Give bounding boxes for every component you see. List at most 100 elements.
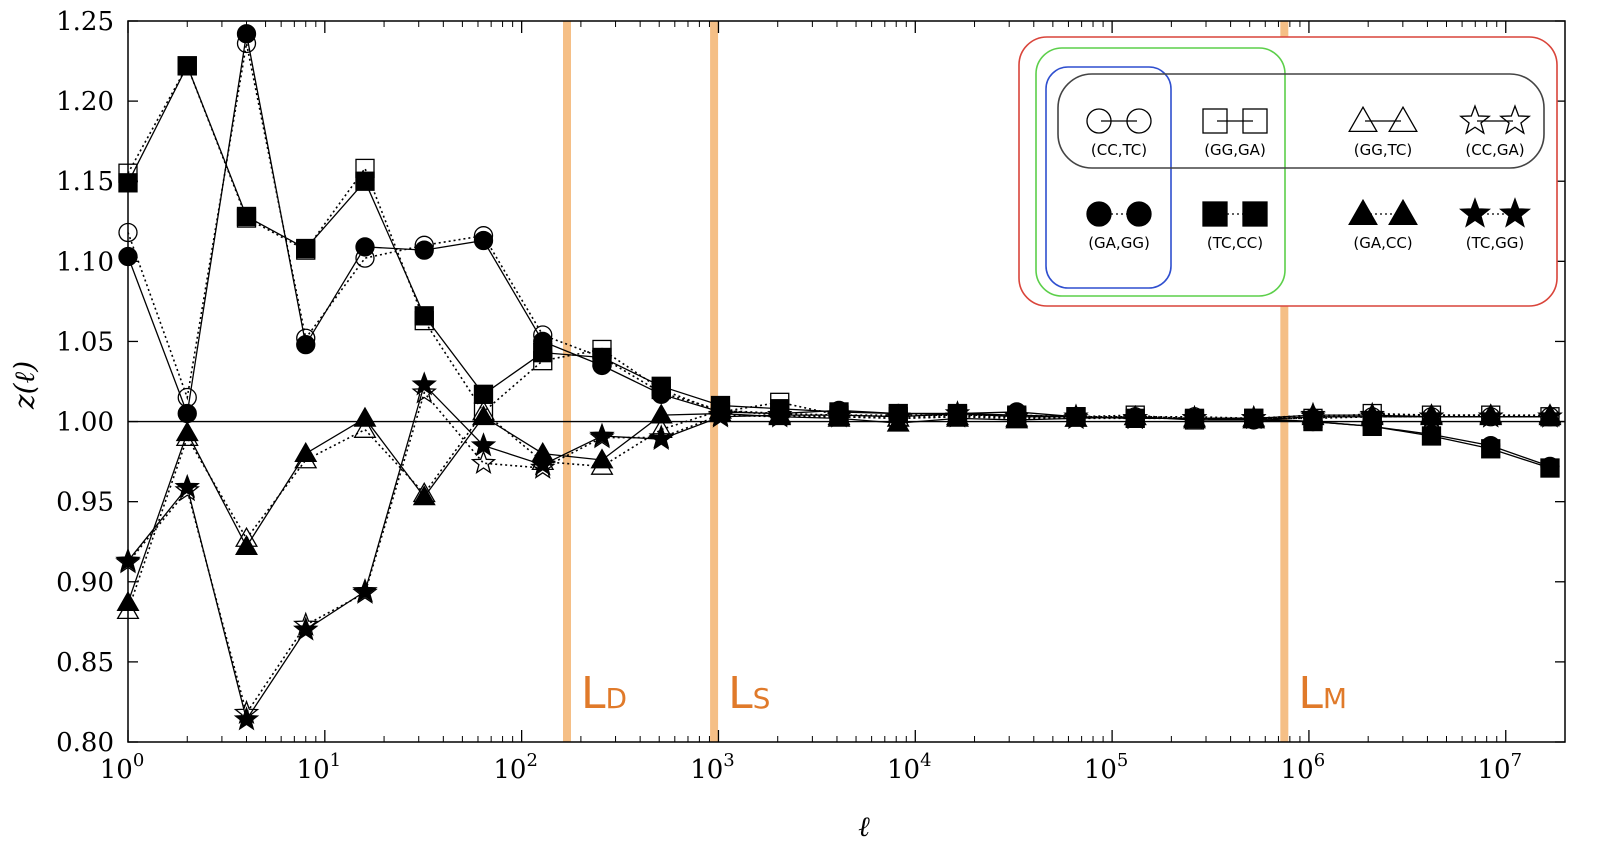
- data-point: [294, 441, 318, 463]
- x-axis-title: ℓ: [858, 810, 870, 843]
- legend-marker: [1348, 198, 1378, 226]
- data-point: [411, 379, 437, 404]
- y-tick-label: 1.05: [56, 327, 114, 357]
- data-point: [1181, 404, 1208, 430]
- series-line: [127, 383, 1550, 722]
- vertical-line-label-s: LS: [728, 668, 770, 719]
- legend: (CC,TC) (GG,GA) (GG,TC) (CC,GA) (GA,GG) (TC,C…: [1018, 36, 1558, 307]
- x-tick-label: 107: [1477, 750, 1522, 785]
- ticks: 0.80 0.85 0.90 0.95 1.00 1.05 1.10 1.15 1.20 1.25…: [56, 7, 1566, 785]
- series-ggtc: [116, 398, 1562, 620]
- legend-entry-ccga: (CC,GA): [1458, 104, 1532, 159]
- data-point: [355, 237, 375, 257]
- data-point: [296, 238, 316, 259]
- data-point: [353, 406, 377, 427]
- series-line: [127, 412, 1550, 603]
- legend-marker: [1086, 201, 1112, 227]
- data-point: [235, 534, 258, 555]
- legend-marker: [1498, 104, 1532, 135]
- x-tick-label: 100: [100, 750, 145, 785]
- legend-entry-tccc: (TC,CC): [1202, 201, 1268, 252]
- vertical-lines: LD LS LM: [563, 21, 1347, 742]
- data-point: [648, 425, 674, 450]
- data-point: [651, 376, 671, 396]
- data-point: [1537, 403, 1563, 428]
- data-point: [174, 473, 200, 499]
- legend-inner-column-box: [1045, 66, 1172, 289]
- legend-middle-box: [1035, 47, 1286, 297]
- legend-marker: [1498, 197, 1532, 228]
- x-tick-label: 101: [297, 750, 342, 785]
- data-point: [649, 403, 673, 424]
- legend-marker: [1126, 108, 1152, 134]
- legend-label: (CC,GA): [1465, 141, 1524, 159]
- data-point: [353, 417, 377, 438]
- data-point: [1359, 401, 1385, 426]
- data-point: [296, 334, 316, 355]
- data-point: [1418, 403, 1445, 428]
- data-point: [355, 171, 375, 191]
- legend-label: (TC,CC): [1207, 234, 1263, 252]
- data-point: [592, 347, 612, 368]
- data-point: [411, 371, 437, 396]
- legend-label: (GA,CC): [1353, 234, 1412, 252]
- series-line: [127, 409, 1550, 611]
- legend-entry-ggga: (GG,GA): [1202, 108, 1268, 159]
- y-tick-label: 1.20: [56, 87, 114, 117]
- series-ccga: [115, 379, 1563, 724]
- legend-marker: [1202, 108, 1228, 134]
- x-tick-label: 103: [690, 750, 735, 785]
- y-axis-title: z(ℓ): [8, 361, 41, 410]
- data-point: [533, 343, 553, 363]
- legend-label: (GA,GG): [1088, 234, 1150, 252]
- data-point: [1481, 439, 1501, 459]
- legend-marker: [1126, 201, 1152, 227]
- y-tick-label: 0.90: [56, 568, 114, 598]
- legend-marker: [1458, 104, 1492, 135]
- data-point: [236, 206, 257, 227]
- data-point: [767, 401, 793, 426]
- data-point: [470, 449, 497, 475]
- data-point: [885, 403, 911, 428]
- legend-marker: [1388, 198, 1418, 226]
- data-point: [707, 403, 734, 428]
- data-point: [472, 405, 495, 426]
- data-point: [826, 401, 852, 426]
- y-tick-label: 1.15: [56, 167, 114, 197]
- legend-marker: [1086, 108, 1112, 134]
- data-point: [944, 403, 971, 428]
- data-point: [233, 706, 260, 731]
- series-tcgg: [115, 371, 1563, 731]
- y-tick-label: 1.10: [56, 247, 114, 277]
- legend-marker: [1458, 197, 1492, 228]
- data-point: [174, 477, 200, 502]
- y-tick-label: 0.85: [56, 648, 114, 678]
- legend-label: (TC,GG): [1466, 234, 1524, 252]
- legend-marker: [1388, 105, 1418, 133]
- data-point: [470, 432, 497, 457]
- data-point: [177, 403, 197, 424]
- data-point: [412, 485, 436, 506]
- legend-label: (GG,GA): [1204, 141, 1266, 159]
- data-point: [1300, 401, 1326, 426]
- y-tick-label: 0.80: [56, 728, 114, 758]
- data-point: [177, 56, 197, 76]
- data-point: [1478, 403, 1504, 428]
- data-point: [530, 454, 556, 479]
- y-tick-label: 0.95: [56, 488, 114, 518]
- legend-marker: [1242, 201, 1268, 227]
- legend-entry-gagg: (GA,GG): [1086, 201, 1152, 252]
- data-point: [590, 448, 614, 469]
- legend-entry-gacc: (GA,CC): [1348, 198, 1418, 252]
- data-point: [1540, 458, 1560, 478]
- legend-label: (CC,TC): [1091, 141, 1147, 159]
- data-point: [944, 400, 971, 425]
- y-tick-label: 1.00: [56, 408, 114, 438]
- series-group: [115, 24, 1563, 731]
- x-tick-label: 104: [887, 750, 932, 785]
- legend-marker: [1242, 108, 1268, 134]
- data-point: [1122, 404, 1148, 430]
- legend-marker: [1348, 105, 1378, 133]
- plot-frame: [127, 20, 1566, 743]
